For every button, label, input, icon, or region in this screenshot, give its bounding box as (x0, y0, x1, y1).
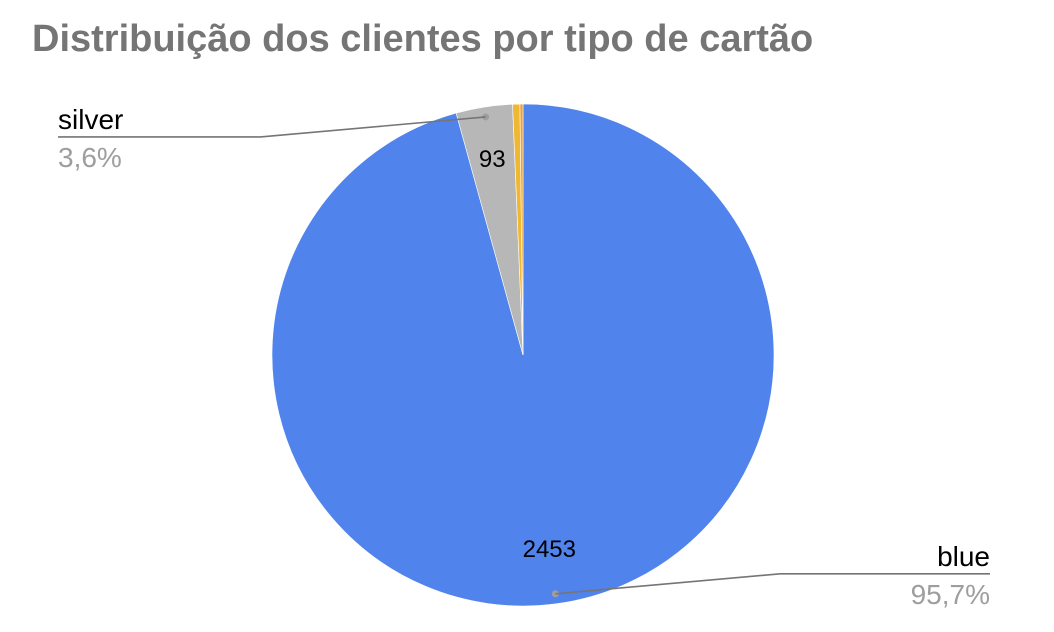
leader-line-silver (58, 116, 486, 138)
pie-slice-platinum (519, 103, 524, 356)
slice-name-silver: silver (58, 104, 123, 135)
leader-lines (58, 113, 990, 598)
slice-percent-blue: 95,7% (911, 579, 990, 610)
slice-labels: 2453 blue 95,7% 93 silver 3,6% (58, 104, 990, 610)
value-label-silver: 93 (479, 146, 506, 173)
chart-title: Distribuição dos clientes por tipo de ca… (32, 18, 814, 60)
slice-percent-silver: 3,6% (58, 142, 122, 173)
value-label-blue: 2453 (523, 536, 576, 563)
pie-slices (271, 103, 775, 607)
leader-line-blue (555, 572, 990, 595)
slice-name-blue: blue (937, 541, 990, 572)
